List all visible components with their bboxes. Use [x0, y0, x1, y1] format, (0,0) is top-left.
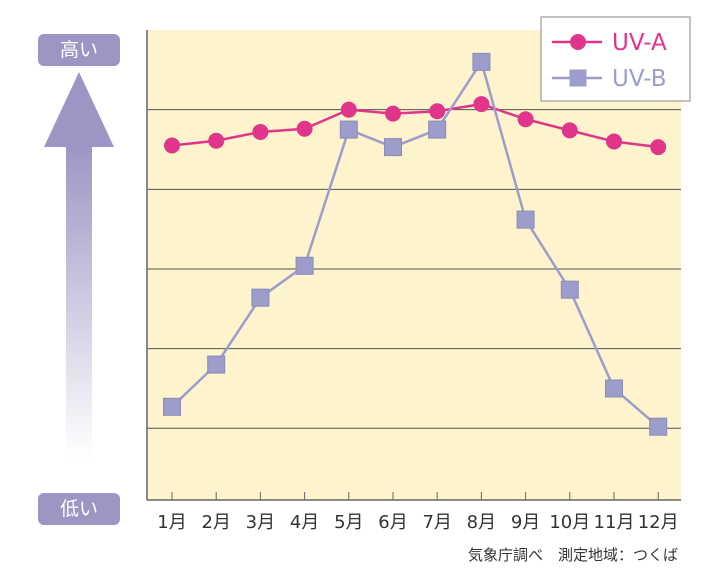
legend-entry: UV-B: [612, 66, 666, 92]
point-uv-a: [252, 123, 269, 140]
series-line-uv-b: [171, 58, 660, 428]
x-tick-label: 2月: [201, 512, 230, 533]
point-uv-b: [428, 120, 447, 139]
low-label: 低い: [38, 493, 120, 525]
x-tick-label: 4月: [290, 512, 319, 533]
legend: UV-A UV-B: [540, 16, 691, 102]
x-tick-label: 7月: [422, 512, 451, 533]
point-uv-b: [605, 379, 623, 398]
x-tick-label: 1月: [157, 512, 186, 533]
point-uv-a: [340, 101, 357, 118]
legend-marker: [570, 34, 586, 50]
x-tick-label: 8月: [467, 512, 496, 533]
point-uv-a: [385, 105, 401, 122]
legend-box: [540, 16, 691, 102]
point-uv-a: [606, 133, 622, 150]
point-uv-a: [429, 103, 446, 120]
point-uv-a: [164, 137, 180, 154]
point-uv-b: [649, 417, 668, 436]
point-uv-b: [339, 120, 358, 139]
x-tick-label: 3月: [246, 512, 275, 533]
point-uv-a: [296, 120, 313, 137]
x-tick-label: 6月: [378, 512, 407, 533]
point-uv-b: [295, 256, 314, 275]
point-uv-b: [384, 138, 402, 157]
point-uv-b: [251, 288, 270, 307]
point-uv-a: [473, 96, 490, 113]
point-uv-b: [207, 355, 226, 374]
x-tick-label: 5月: [334, 512, 363, 533]
point-uv-a: [517, 111, 534, 128]
arrow-shaft: [66, 146, 92, 458]
plot-area: [147, 30, 681, 500]
legend-entry: UV-A: [612, 30, 667, 56]
point-uv-b: [472, 52, 491, 71]
point-uv-b: [560, 280, 579, 299]
x-tick-label: 9月: [511, 512, 540, 533]
legend-marker: [569, 69, 587, 87]
point-uv-b: [163, 397, 181, 416]
high-label: 高い: [38, 34, 120, 66]
arrow-head: [44, 72, 114, 147]
x-tick-label: 12月: [638, 512, 679, 533]
x-tick-label: 10月: [549, 512, 590, 533]
point-uv-a: [561, 122, 578, 139]
source-note: 気象庁調べ 測定地域：つくば: [468, 546, 678, 564]
point-uv-a: [208, 132, 225, 149]
point-uv-a: [650, 139, 667, 156]
point-uv-b: [516, 210, 535, 229]
x-tick-label: 11月: [594, 512, 635, 533]
